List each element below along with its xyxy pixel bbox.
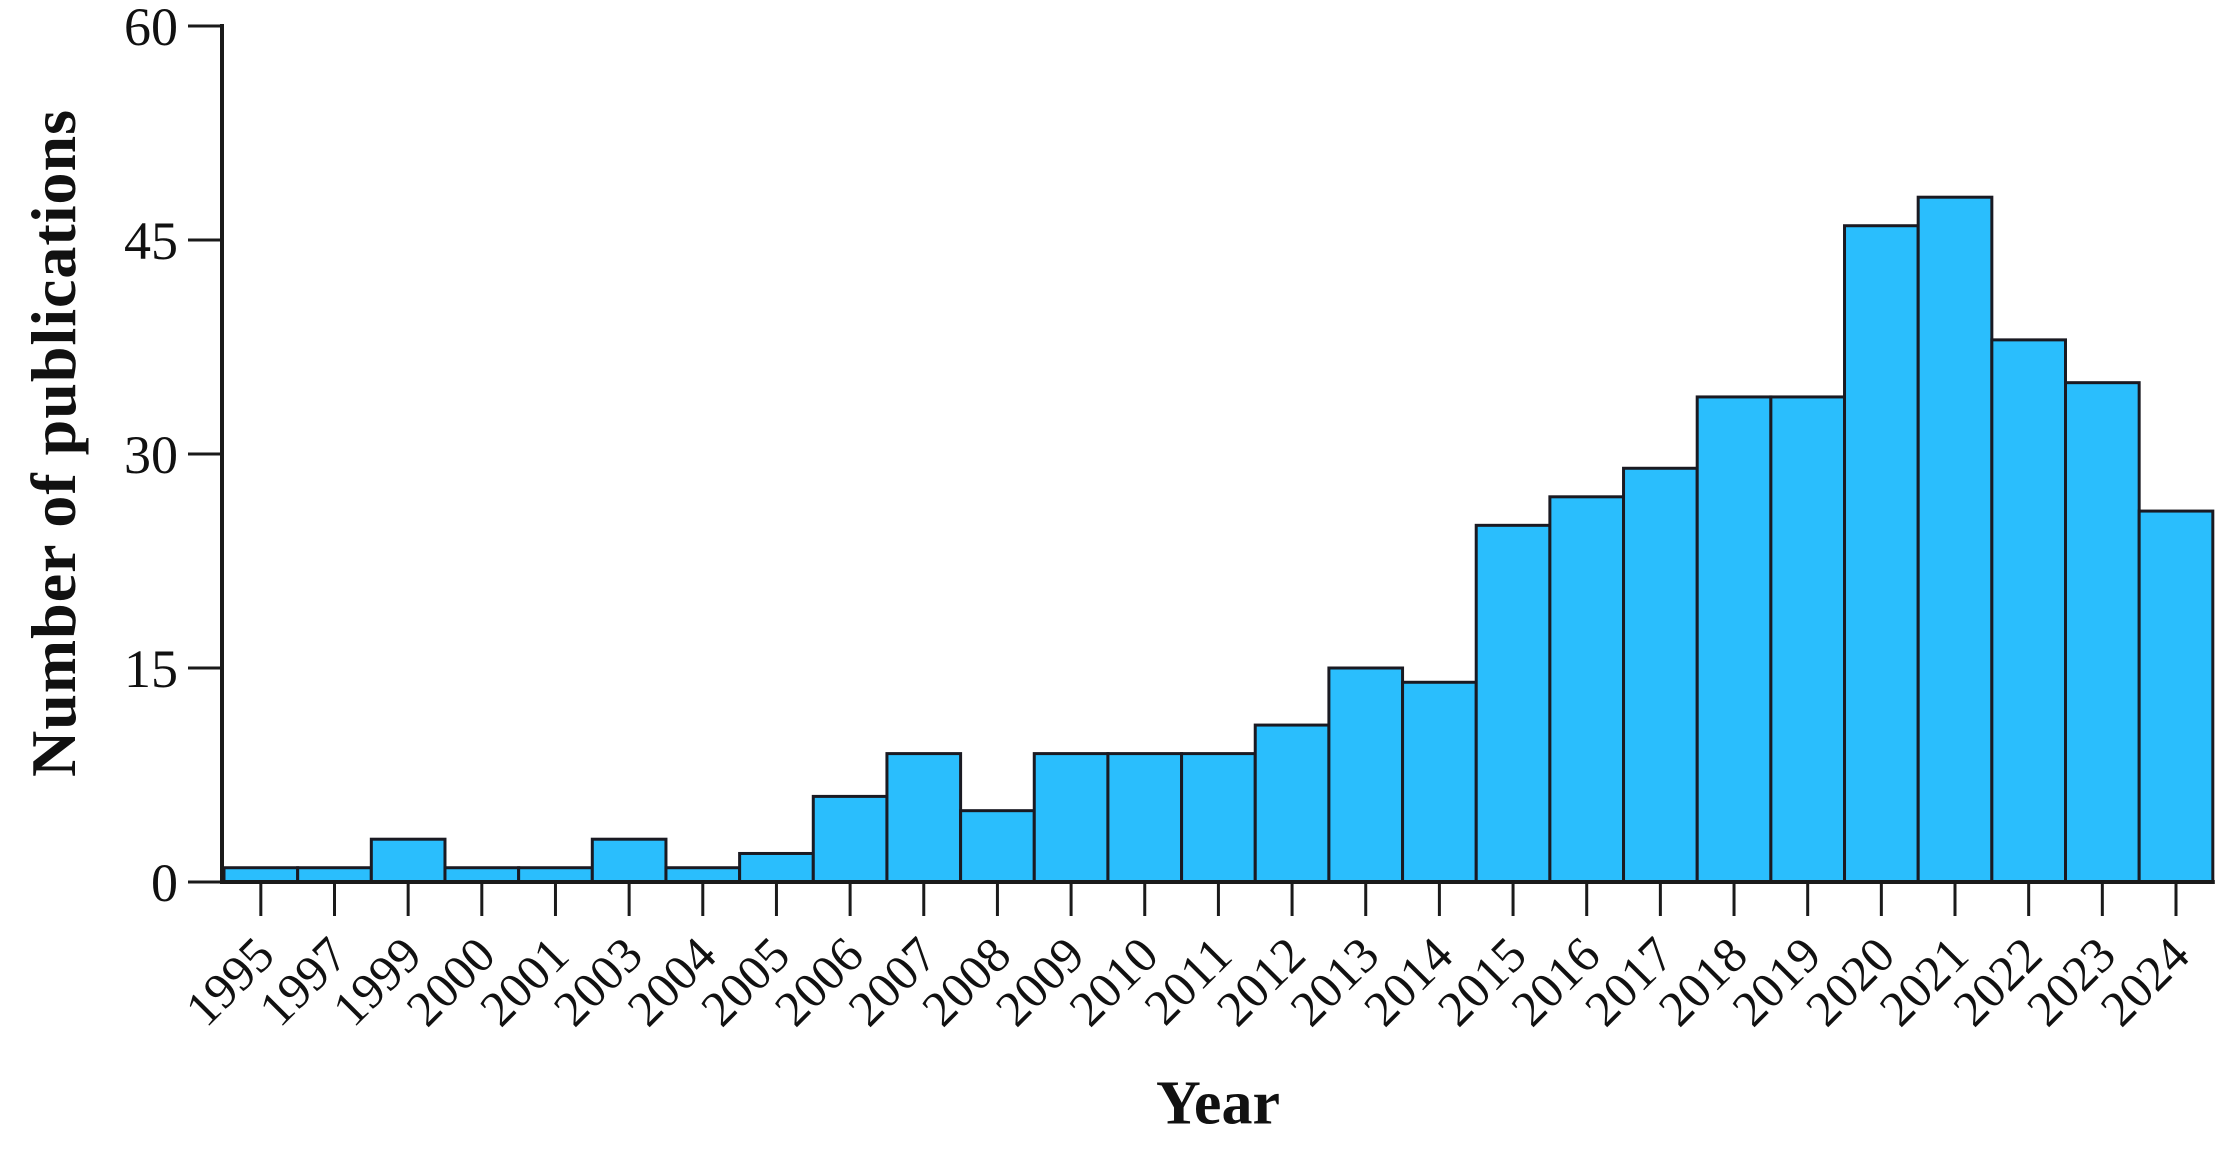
y-tick-label-0: 0 bbox=[151, 853, 178, 913]
x-tick-label-2024: 2024 bbox=[2089, 926, 2199, 1036]
bar-1997 bbox=[296, 866, 373, 884]
bar-2011 bbox=[1180, 752, 1257, 884]
y-tick-label-30: 30 bbox=[124, 425, 178, 485]
bar-2001 bbox=[517, 866, 594, 884]
y-axis-title: Number of publications bbox=[18, 108, 89, 778]
x-axis-title: Year bbox=[1156, 1069, 1280, 1138]
bar-2020 bbox=[1843, 224, 1920, 884]
bar-2018 bbox=[1695, 395, 1773, 884]
bar-2024 bbox=[2137, 509, 2215, 884]
bar-1995 bbox=[222, 866, 300, 884]
bar-2006 bbox=[811, 794, 889, 884]
bar-2017 bbox=[1622, 466, 1699, 884]
bar-2008 bbox=[959, 809, 1036, 884]
bar-2023 bbox=[2064, 381, 2141, 884]
bar-1999 bbox=[369, 837, 447, 884]
y-tick-label-15: 15 bbox=[124, 639, 178, 699]
bar-2009 bbox=[1032, 752, 1110, 884]
bar-2021 bbox=[1916, 195, 1994, 884]
bar-2015 bbox=[1474, 523, 1552, 884]
bar-2014 bbox=[1401, 680, 1478, 884]
bar-2010 bbox=[1106, 752, 1184, 884]
bar-2007 bbox=[885, 752, 963, 884]
bar-2000 bbox=[443, 866, 521, 884]
y-tick-label-45: 45 bbox=[124, 211, 178, 271]
bar-2019 bbox=[1769, 395, 1847, 884]
y-tick-label-60: 60 bbox=[124, 0, 178, 57]
bar-2005 bbox=[738, 851, 815, 884]
bar-2004 bbox=[664, 866, 742, 884]
bar-2016 bbox=[1548, 495, 1626, 884]
bar-2012 bbox=[1253, 723, 1331, 884]
bar-2013 bbox=[1327, 666, 1405, 884]
bar-2003 bbox=[590, 837, 668, 884]
bar-2022 bbox=[1990, 338, 2067, 884]
